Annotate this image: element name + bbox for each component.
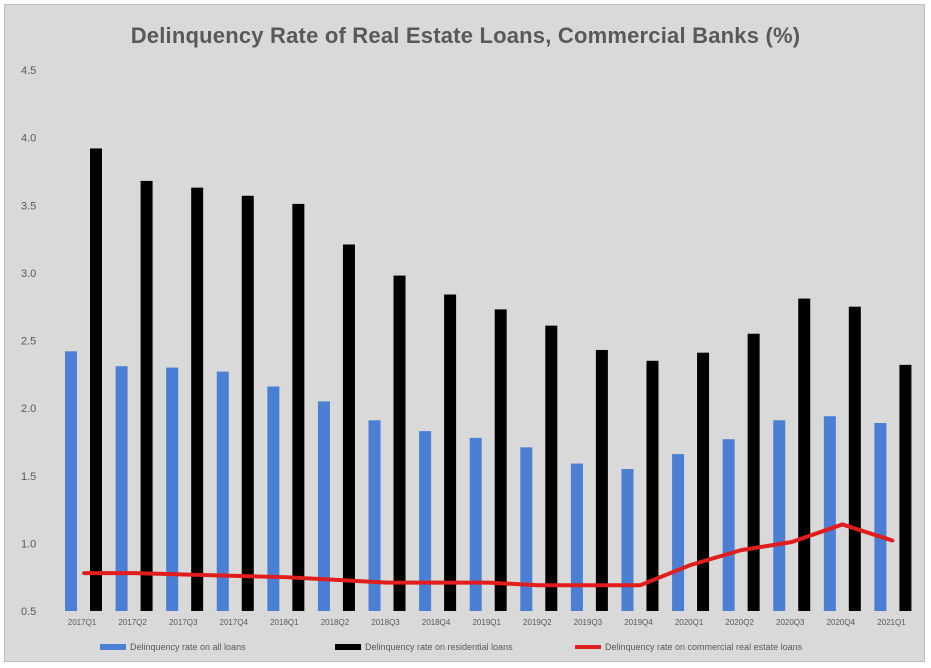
- bar-all-loans: [368, 420, 381, 611]
- bar-residential-loans: [191, 187, 204, 612]
- bar-residential-loans: [595, 349, 608, 611]
- x-tick-label: 2019Q2: [523, 618, 552, 627]
- bar-all-loans: [823, 416, 836, 611]
- bar-all-loans: [773, 420, 786, 611]
- bar-residential-loans: [494, 309, 507, 611]
- line-point: [385, 581, 389, 585]
- bar-residential-loans: [90, 148, 102, 611]
- x-tick-label: 2020Q2: [725, 618, 754, 627]
- bar-residential-loans: [342, 244, 355, 611]
- bar-residential-loans: [798, 298, 811, 611]
- bar-all-loans: [672, 454, 685, 611]
- bar-residential-loans: [697, 352, 710, 611]
- x-tick-label: 2019Q3: [574, 618, 603, 627]
- line-point: [82, 571, 85, 575]
- line-point: [891, 539, 895, 543]
- bar-all-loans: [216, 371, 229, 611]
- line-point: [840, 522, 844, 526]
- y-tick-label: 3.0: [21, 268, 36, 280]
- bar-residential-loans: [292, 203, 305, 611]
- legend-label: Delinquency rate on all loans: [130, 642, 246, 652]
- bar-residential-loans: [848, 306, 861, 611]
- bar-all-loans: [520, 447, 533, 611]
- chart-title: Delinquency Rate of Real Estate Loans, C…: [130, 23, 801, 48]
- bar-all-loans: [874, 423, 887, 611]
- x-tick-label: 2019Q4: [624, 618, 653, 627]
- x-tick-label: 2020Q4: [827, 618, 856, 627]
- y-tick-label: 2.5: [21, 336, 36, 348]
- chart-svg: 0.5 1.0 1.5 2.0 2.5 3.0 3.5 4.0 4.5 2017Q1 2017Q2 2…: [21, 65, 912, 652]
- bar-all-loans: [722, 439, 735, 611]
- bar-all-loans: [65, 351, 77, 611]
- x-tick-label: 2018Q1: [270, 618, 299, 627]
- line-point: [587, 583, 591, 587]
- x-tick-label: 2019Q1: [472, 618, 501, 627]
- bar-residential-loans: [241, 195, 254, 611]
- legend-label: Delinquency rate on commercial real esta…: [605, 642, 803, 652]
- y-tick-label: 1.5: [21, 471, 36, 483]
- x-tick-label: 2020Q1: [675, 618, 704, 627]
- line-point: [486, 581, 490, 585]
- legend-swatch: [335, 644, 361, 650]
- x-tick-label: 2017Q1: [68, 618, 97, 627]
- bar-residential-loans: [899, 364, 912, 611]
- y-tick-label: 4.0: [21, 133, 36, 145]
- y-tick-label: 3.5: [21, 200, 36, 212]
- y-tick-label: 1.0: [21, 538, 36, 550]
- line-commercial-real-estate: [83, 522, 894, 588]
- x-tick-label: 2018Q3: [371, 618, 400, 627]
- legend-swatch: [100, 644, 126, 650]
- bar-residential-loans: [646, 360, 659, 611]
- line-point: [233, 574, 237, 578]
- line-point: [638, 583, 642, 587]
- bar-all-loans: [267, 386, 280, 611]
- bar-residential-loans: [393, 275, 406, 611]
- x-tick-label: 2020Q3: [776, 618, 805, 627]
- y-tick-label: 2.0: [21, 403, 36, 415]
- bar-all-loans: [166, 367, 179, 611]
- y-tick-label: 4.5: [21, 65, 36, 77]
- bar-all-loans: [469, 437, 482, 611]
- x-tick-label: 2018Q4: [422, 618, 451, 627]
- bar-residential-loans: [747, 333, 760, 611]
- bar-residential-loans: [545, 325, 558, 611]
- bar-all-loans: [570, 463, 583, 611]
- x-tick-label: 2017Q2: [118, 618, 147, 627]
- bar-residential-loans: [444, 294, 457, 611]
- x-tick-label: 2021Q1: [877, 618, 906, 627]
- y-tick-label: 0.5: [21, 606, 36, 618]
- bar-all-loans: [115, 366, 128, 611]
- line-point: [689, 563, 693, 567]
- line-point: [790, 540, 794, 544]
- chart-frame: Delinquency Rate of Real Estate Loans, C…: [4, 4, 925, 662]
- line-point: [537, 583, 541, 587]
- line-point: [183, 572, 187, 576]
- bar-all-loans: [419, 431, 432, 611]
- bar-residential-loans: [140, 180, 153, 611]
- line-point: [334, 578, 338, 582]
- x-tick-label: 2018Q2: [321, 618, 350, 627]
- line-point: [284, 575, 288, 579]
- line-point: [436, 581, 440, 585]
- x-tick-label: 2017Q4: [220, 618, 249, 627]
- x-tick-label: 2017Q3: [169, 618, 198, 627]
- line-point: [739, 548, 743, 552]
- bar-all-loans: [317, 401, 330, 611]
- line-point: [132, 571, 136, 575]
- bar-all-loans: [621, 468, 634, 611]
- legend-label: Delinquency rate on residential loans: [365, 642, 513, 652]
